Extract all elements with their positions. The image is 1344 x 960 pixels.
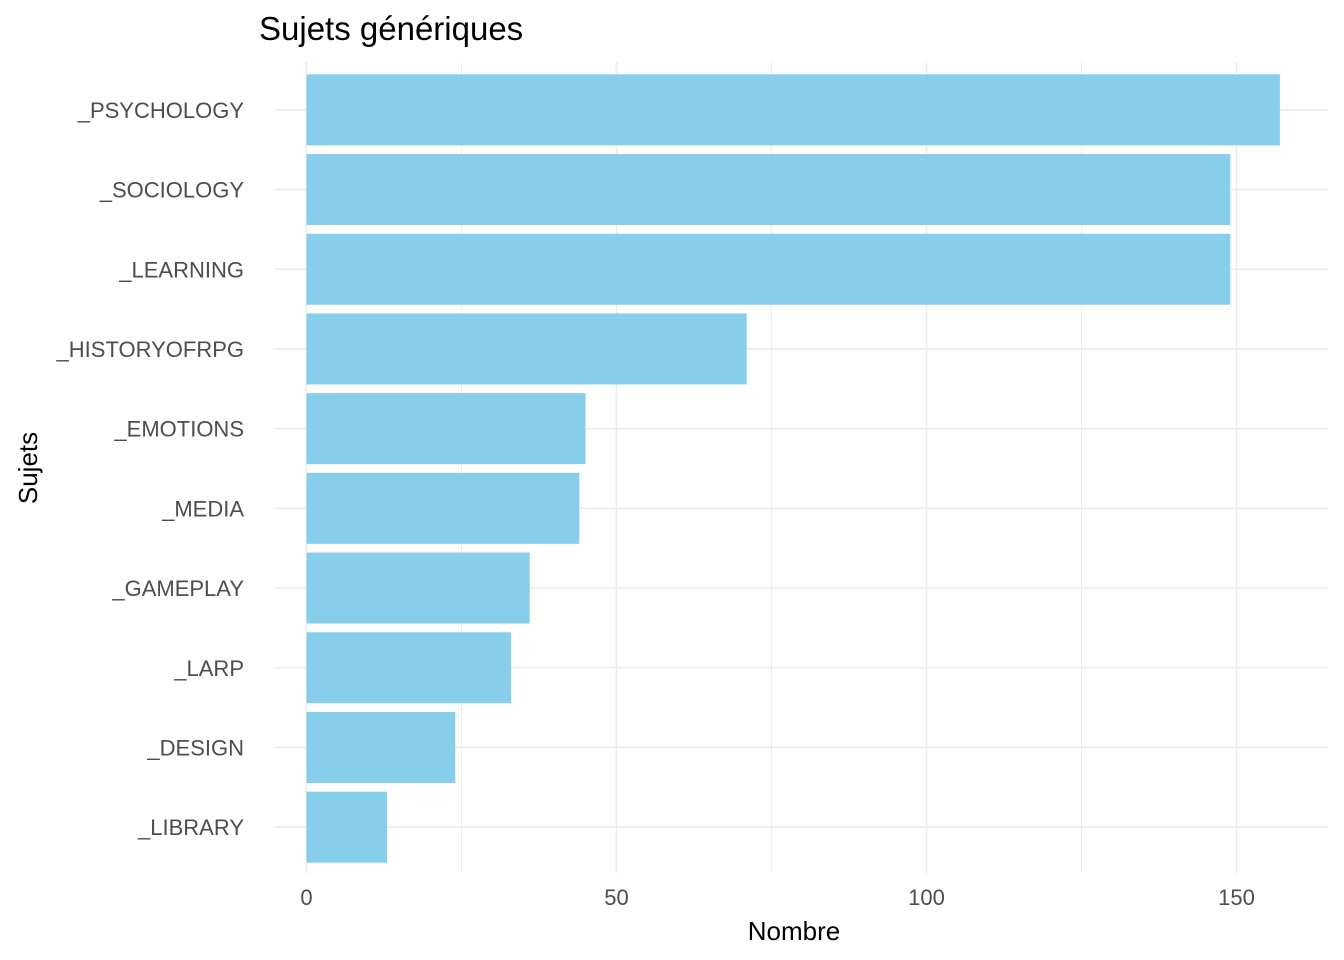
y-tick-label: _DESIGN [146, 735, 244, 760]
y-tick-labels: _PSYCHOLOGY _SOCIOLOGY _LEARNING _HISTORYOF… [56, 98, 245, 840]
y-tick-label: _EMOTIONS [113, 417, 244, 442]
y-tick-label: _PSYCHOLOGY [77, 98, 245, 123]
y-tick-label: _HISTORYOFRPG [56, 337, 244, 362]
x-tick-label: 100 [908, 885, 945, 910]
y-tick-label: _LARP [173, 656, 244, 681]
x-tick-label: 0 [300, 885, 312, 910]
bar-library [306, 791, 388, 863]
y-tick-label: _LEARNING [118, 257, 244, 282]
bar-emotions [306, 393, 586, 465]
bar-media [306, 472, 580, 544]
bar-historyofrpg [306, 313, 747, 385]
y-tick-label: _SOCIOLOGY [99, 178, 245, 203]
chart-title: Sujets génériques [259, 10, 524, 47]
y-axis-title: Sujets [13, 432, 43, 504]
bars [306, 74, 1280, 863]
x-tick-label: 50 [604, 885, 628, 910]
bar-design [306, 711, 456, 783]
y-tick-label: _MEDIA [161, 496, 244, 521]
bar-gameplay [306, 552, 530, 624]
y-tick-label: _GAMEPLAY [111, 576, 244, 601]
x-tick-labels: 0 50 100 150 [300, 885, 1254, 910]
bar-sociology [306, 154, 1231, 226]
bar-psychology [306, 74, 1280, 146]
x-axis-title: Nombre [748, 916, 840, 946]
bar-learning [306, 233, 1231, 305]
bar-larp [306, 632, 512, 704]
x-tick-label: 150 [1218, 885, 1255, 910]
y-tick-label: _LIBRARY [137, 815, 244, 840]
